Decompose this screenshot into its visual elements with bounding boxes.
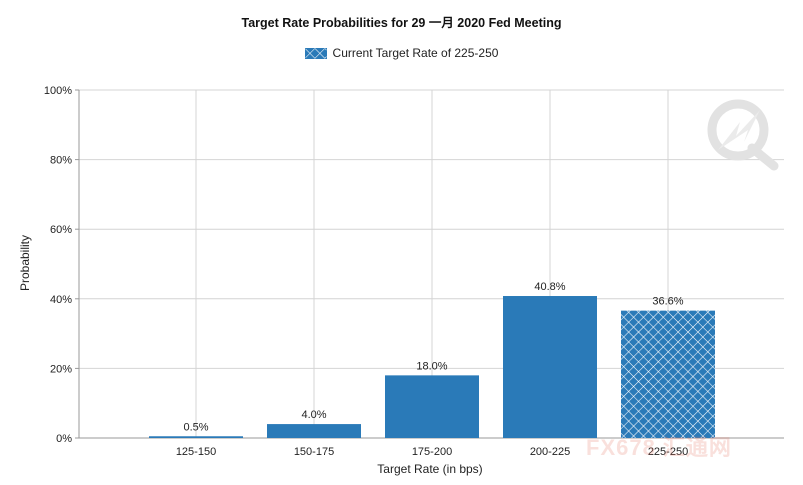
data-label: 4.0%	[301, 409, 326, 421]
y-tick-label: 100%	[44, 85, 72, 97]
legend: Current Target Rate of 225-250	[0, 46, 803, 60]
x-tick-label: 175-200	[412, 446, 452, 458]
bar	[267, 424, 361, 438]
legend-swatch-hatched	[304, 47, 327, 59]
x-tick-label: 125-150	[176, 446, 216, 458]
watermark-brand: FX678 汇通网	[586, 435, 732, 460]
bar	[385, 375, 479, 438]
y-axis-label: Probability	[18, 235, 32, 291]
x-tick-label: 150-175	[294, 446, 334, 458]
bar	[149, 436, 243, 438]
data-label: 0.5%	[183, 421, 208, 433]
data-label: 36.6%	[652, 296, 683, 308]
x-axis-label: Target Rate (in bps)	[377, 462, 482, 476]
y-tick-label: 60%	[50, 224, 72, 236]
x-tick-label: 200-225	[530, 446, 570, 458]
data-label: 18.0%	[416, 360, 447, 372]
y-tick-label: 40%	[50, 294, 72, 306]
x-tick-label: 225-250	[648, 446, 688, 458]
y-tick-label: 0%	[56, 433, 72, 445]
bar-current-target-rate	[621, 310, 715, 438]
q-logo-icon	[707, 99, 779, 171]
y-tick-label: 20%	[50, 363, 72, 375]
y-tick-label: 80%	[50, 155, 72, 167]
data-label: 40.8%	[534, 281, 565, 293]
chart-title: Target Rate Probabilities for 29 一月 2020…	[241, 16, 562, 30]
legend-label: Current Target Rate of 225-250	[332, 46, 499, 60]
bar	[503, 296, 597, 438]
